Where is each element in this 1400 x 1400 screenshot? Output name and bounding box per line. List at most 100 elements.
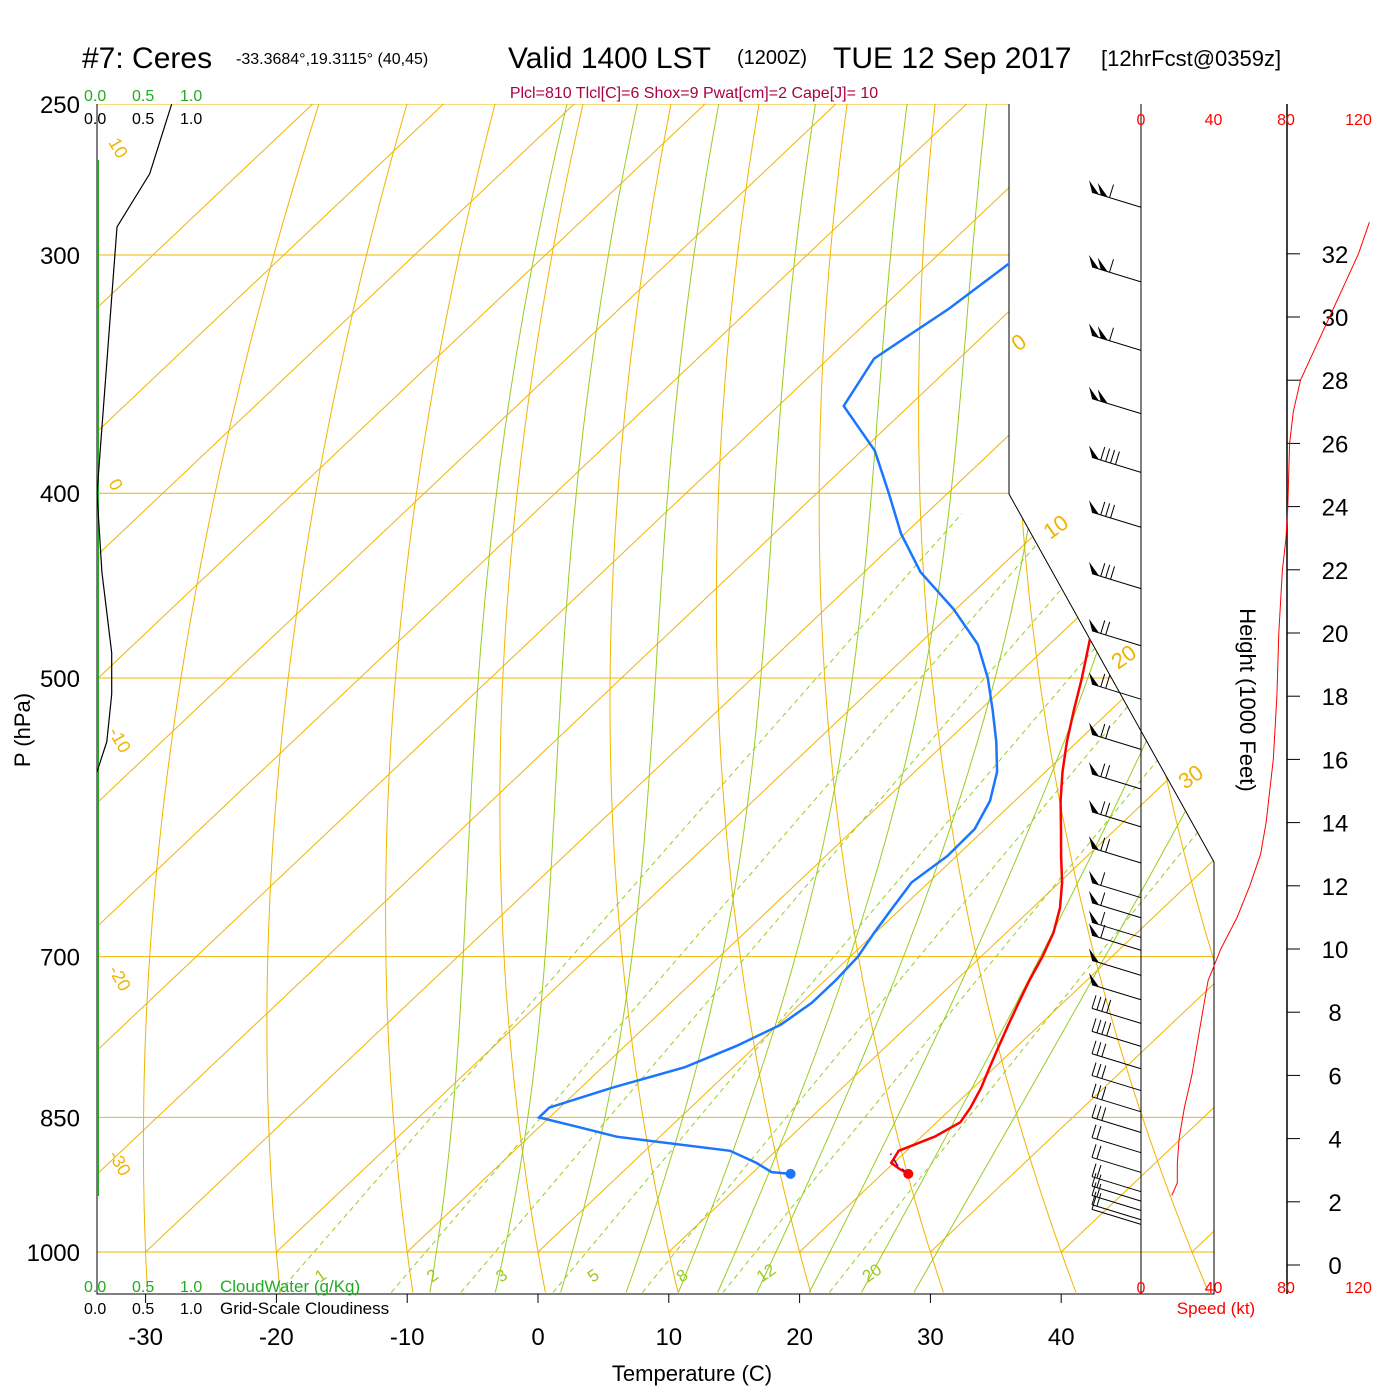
- barb-flag: [1110, 566, 1116, 580]
- barb-staff: [1091, 266, 1142, 283]
- cloudiness-bottom-tick: 0.0: [84, 1301, 106, 1318]
- height-tick-label: 2: [1328, 1190, 1341, 1217]
- height-tick-label: 18: [1322, 684, 1349, 711]
- isotherm-label: 10: [105, 134, 132, 161]
- wind-barb: [1091, 1040, 1142, 1070]
- cloudwater-top-tick: 0.0: [84, 88, 106, 105]
- dewpoint-profile: [536, 151, 1139, 1176]
- barb-staff: [1091, 847, 1142, 864]
- barb-flag: [1100, 673, 1106, 688]
- moist-adiabat: [861, 104, 1214, 1293]
- barb-staff: [1091, 191, 1142, 208]
- barb-staff: [1091, 773, 1142, 790]
- barb-flag: [1096, 1174, 1102, 1188]
- dry-adiabat-label: 10: [1039, 510, 1073, 545]
- cloudiness-top-tick: 1.0: [180, 111, 202, 128]
- barb-pennant: [1089, 618, 1099, 633]
- dry-adiabat: [499, 104, 584, 1293]
- cloudiness-bottom-tick: 1.0: [180, 1301, 202, 1318]
- wind-barb: [1089, 386, 1142, 415]
- isotherm: [1191, 104, 1214, 1253]
- barb-pennant: [1089, 762, 1099, 777]
- isotherm: [668, 104, 1214, 1253]
- mixing-ratio-line: [552, 513, 1210, 1293]
- wind-barb: [1089, 910, 1142, 938]
- height-tick-label: 28: [1322, 368, 1349, 395]
- speed-top-tick-label: 40: [1205, 112, 1223, 129]
- mixing-ratio-label: 3: [492, 1265, 511, 1286]
- barb-flag: [1105, 675, 1111, 689]
- barb-flag: [1100, 837, 1106, 851]
- wind-barb: [1091, 995, 1142, 1024]
- barb-staff: [1091, 1204, 1142, 1221]
- barb-flag: [1091, 1144, 1097, 1158]
- barb-staff: [1091, 334, 1142, 351]
- barb-pennant: [1089, 836, 1099, 851]
- isotherm: [930, 104, 1214, 1253]
- barb-staff: [1091, 902, 1142, 919]
- moist-adiabat: [808, 104, 1214, 1293]
- wind-barb: [1089, 870, 1142, 899]
- mixing-ratio-line: [642, 513, 1214, 1293]
- wind-barb: [1091, 1172, 1142, 1202]
- station-coords: -33.3684°,19.3115° (40,45): [236, 51, 428, 68]
- isotherm: [97, 104, 1098, 1253]
- barb-flag: [1100, 763, 1106, 777]
- barb-flag: [1096, 1019, 1102, 1034]
- barb-flag: [1100, 620, 1106, 634]
- moist-adiabat: [560, 104, 720, 1293]
- barb-pennant: [1089, 870, 1099, 885]
- zulu-time: (1200Z): [737, 47, 807, 69]
- barb-flag: [1101, 1107, 1107, 1121]
- forecast-label: [12hrFcst@0359z]: [1101, 46, 1281, 71]
- wind-barb: [1089, 836, 1142, 864]
- barb-pennant: [1089, 672, 1099, 687]
- barb-staff: [1091, 1208, 1142, 1225]
- barb-staff: [1091, 683, 1142, 700]
- wind-barb: [1091, 1163, 1142, 1193]
- barb-staff: [1091, 1075, 1142, 1092]
- barb-pennant: [1089, 948, 1099, 963]
- moist-adiabat: [677, 104, 908, 1293]
- cloudiness-top-tick: 0.0: [84, 111, 106, 128]
- temperature-profile: [889, 152, 1145, 1175]
- barb-staff: [1091, 630, 1142, 647]
- cloudiness-top-tick: 0.5: [132, 111, 154, 128]
- wind-barb: [1089, 445, 1142, 473]
- speed-bottom-tick-label: 80: [1277, 1280, 1295, 1297]
- isotherm: [97, 104, 313, 1253]
- barb-pennant: [1089, 323, 1099, 338]
- speed-top-tick-label: 80: [1277, 112, 1295, 129]
- barb-flag: [1096, 1105, 1102, 1120]
- height-tick-label: 10: [1322, 937, 1349, 964]
- barb-flag: [1110, 449, 1116, 464]
- barb-staff: [1091, 1176, 1142, 1193]
- speed-top-tick-label: 120: [1345, 112, 1372, 129]
- y-axis-title: P (hPa): [10, 693, 35, 767]
- dry-adiabat: [1198, 104, 1214, 1293]
- speed-bottom-tick-label: 40: [1205, 1280, 1223, 1297]
- height-tick-label: 8: [1328, 1000, 1341, 1027]
- wind-barb: [1091, 1124, 1142, 1154]
- wind-barb: [1089, 254, 1142, 283]
- surface-temperature-dot: [903, 1168, 914, 1179]
- wind-barb: [1089, 722, 1142, 750]
- isotherm: [276, 104, 1214, 1253]
- barb-pennant: [1089, 500, 1099, 515]
- barb-pennant: [1089, 923, 1099, 938]
- barb-staff: [1091, 573, 1142, 590]
- x-tick-label: 30: [917, 1324, 944, 1351]
- isotherm-label: -20: [105, 962, 135, 995]
- mixing-ratio-line: [722, 513, 1214, 1293]
- barb-flag: [1096, 1063, 1102, 1078]
- barb-staff: [1091, 1053, 1142, 1070]
- barb-staff: [1091, 921, 1142, 938]
- pressure-tick-label: 400: [40, 481, 80, 508]
- pressure-tick-label: 250: [40, 92, 80, 119]
- x-tick-label: -10: [390, 1324, 425, 1351]
- pressure-tick-label: 300: [40, 243, 80, 270]
- wind-barb: [1091, 1018, 1142, 1047]
- cloudwater-label: CloudWater (g/Kg): [220, 1277, 360, 1296]
- barb-flag: [1105, 564, 1111, 578]
- barb-staff: [1091, 984, 1142, 1001]
